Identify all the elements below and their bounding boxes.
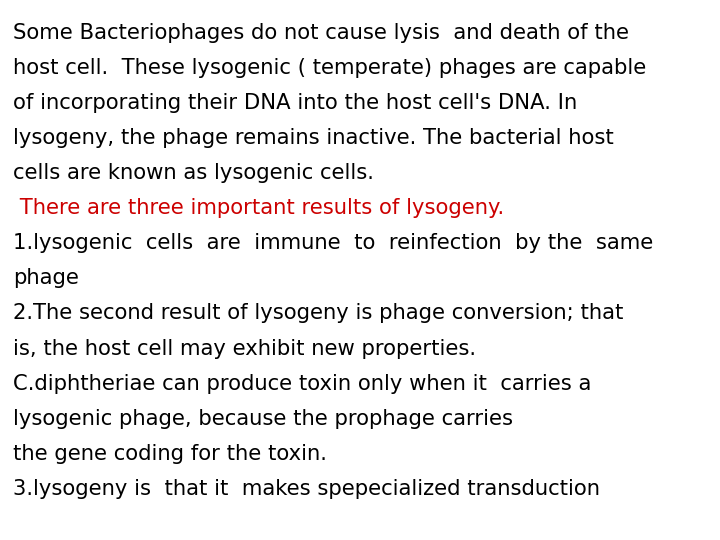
Text: host cell.  These lysogenic ( temperate) phages are capable: host cell. These lysogenic ( temperate) … [13, 58, 647, 78]
Text: phage: phage [13, 268, 78, 288]
Text: C.diphtheriae can produce toxin only when it  carries a: C.diphtheriae can produce toxin only whe… [13, 374, 591, 394]
Text: 1.lysogenic  cells  are  immune  to  reinfection  by the  same: 1.lysogenic cells are immune to reinfect… [13, 233, 653, 253]
Text: the gene coding for the toxin.: the gene coding for the toxin. [13, 444, 327, 464]
Text: cells are known as lysogenic cells.: cells are known as lysogenic cells. [13, 163, 374, 183]
Text: 2.The second result of lysogeny is phage conversion; that: 2.The second result of lysogeny is phage… [13, 303, 624, 323]
Text: lysogenic phage, because the prophage carries: lysogenic phage, because the prophage ca… [13, 409, 513, 429]
Text: is, the host cell may exhibit new properties.: is, the host cell may exhibit new proper… [13, 339, 476, 359]
Text: There are three important results of lysogeny.: There are three important results of lys… [13, 198, 504, 218]
Text: of incorporating their DNA into the host cell's DNA. In: of incorporating their DNA into the host… [13, 93, 577, 113]
Text: Some Bacteriophages do not cause lysis  and death of the: Some Bacteriophages do not cause lysis a… [13, 23, 629, 43]
Text: 3.lysogeny is  that it  makes spepecialized transduction: 3.lysogeny is that it makes spepecialize… [13, 479, 600, 499]
Text: lysogeny, the phage remains inactive. The bacterial host: lysogeny, the phage remains inactive. Th… [13, 128, 613, 148]
